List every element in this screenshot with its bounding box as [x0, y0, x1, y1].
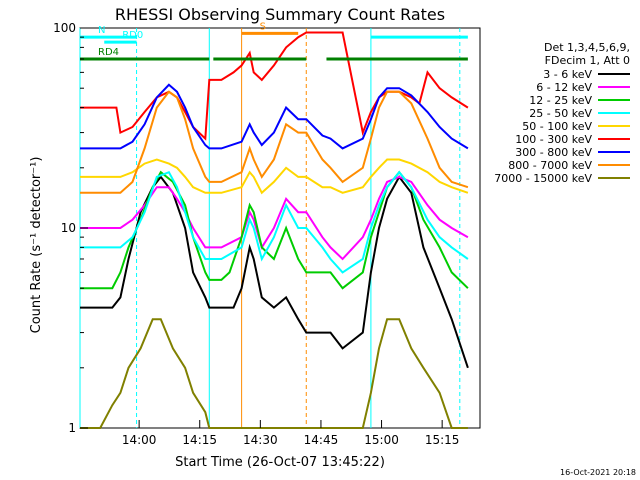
y-axis-label: Count Rate (s⁻¹ detector⁻¹) [29, 157, 44, 334]
legend-entry-label-7: 800 - 7000 keV [508, 159, 592, 172]
x-tick-label-2: 14:30 [243, 433, 278, 447]
legend-entry-label-5: 100 - 300 keV [515, 133, 592, 146]
x-axis-label: Start Time (26-Oct-07 13:45:22) [175, 455, 385, 470]
legend-header-line2: FDecim 1, Att 0 [545, 54, 630, 67]
y-tick-label-2: 100 [53, 21, 76, 35]
series-line-6 [80, 83, 469, 150]
series-line-0 [80, 175, 469, 369]
y-tick-label-1: 10 [61, 221, 76, 235]
legend-entry-label-6: 300 - 800 keV [515, 146, 592, 159]
legend-entry-label-3: 25 - 50 keV [529, 107, 592, 120]
x-tick-label-3: 14:45 [304, 433, 339, 447]
legend-entry-label-1: 6 - 12 keV [536, 81, 592, 94]
generated-timestamp: 16-Oct-2021 20:18 [560, 468, 636, 477]
flag-label-3: S [260, 21, 266, 32]
legend-header-line1: Det 1,3,4,5,6,9, [544, 41, 630, 54]
x-tick-label-1: 14:15 [182, 433, 217, 447]
chart-title: RHESSI Observing Summary Count Rates [115, 5, 445, 24]
series-line-3 [80, 170, 469, 274]
x-tick-label-4: 15:00 [364, 433, 399, 447]
y-tick-label-0: 1 [68, 421, 76, 435]
legend-entry-label-4: 50 - 100 keV [522, 120, 592, 133]
x-tick-label-0: 14:00 [122, 433, 157, 447]
series-line-8 [80, 318, 468, 429]
x-tick-label-5: 15:15 [425, 433, 460, 447]
legend: Det 1,3,4,5,6,9, FDecim 1, Att 0 3 - 6 k… [494, 41, 630, 185]
series-line-5 [80, 31, 469, 141]
flag-label-0: N [98, 25, 105, 36]
legend-entry-label-0: 3 - 6 keV [543, 68, 592, 81]
flag-label-1: RD0 [122, 30, 143, 41]
legend-entry-label-2: 12 - 25 keV [529, 94, 592, 107]
legend-entry-label-8: 7000 - 15000 keV [494, 172, 592, 185]
series-line-7 [80, 90, 469, 194]
flag-label-2: RD4 [98, 47, 119, 58]
series-line-4 [80, 158, 469, 195]
